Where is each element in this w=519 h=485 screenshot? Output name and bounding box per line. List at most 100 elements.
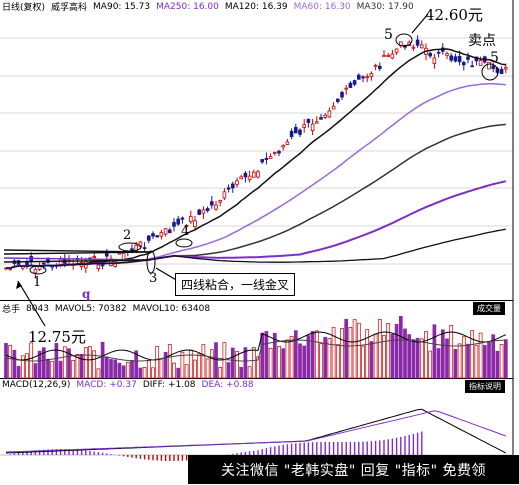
- volume-bar: [214, 342, 218, 379]
- marker-3: 3: [149, 271, 158, 286]
- ma30-label: MA30: 17.90: [356, 1, 414, 12]
- candlestick: [390, 53, 395, 59]
- volume-bar: [230, 347, 235, 379]
- chart-period-label[interactable]: 日线(复权): [2, 3, 46, 13]
- volume-bar: [445, 338, 449, 379]
- candlestick: [310, 123, 315, 131]
- diff-value: DIFF: +1.08: [142, 380, 196, 390]
- candlestick: [323, 114, 327, 118]
- volume-bar: [226, 362, 231, 379]
- volume-bar: [100, 341, 105, 379]
- volume-bar: [407, 334, 412, 379]
- candlestick: [335, 98, 340, 102]
- marker-3-circle: [146, 250, 156, 274]
- ma90-line: [5, 228, 506, 269]
- volume-bar: [88, 346, 92, 379]
- candlestick: [348, 82, 353, 88]
- high-price-annotation: 42.60元: [425, 6, 483, 24]
- price-header: 日线(复权) 威孚高科 MA90: 15.73 MA250: 16.00 MA1…: [2, 0, 414, 14]
- volume-bar: [470, 330, 475, 379]
- candlestick: [461, 61, 466, 66]
- volume-bar: [352, 319, 357, 379]
- candlestick: [58, 258, 63, 266]
- volume-bar: [264, 331, 269, 379]
- volume-bar: [33, 363, 38, 379]
- candlestick: [352, 80, 357, 85]
- marker-1-circle: [29, 265, 47, 275]
- candlestick: [365, 76, 369, 79]
- volume-bar: [218, 366, 223, 379]
- volume-bar: [306, 335, 311, 379]
- volume-bar: [205, 358, 210, 379]
- volume-bar: [260, 332, 265, 379]
- indicator-help-button[interactable]: 指标说明: [465, 380, 505, 393]
- volume-bar: [461, 336, 466, 379]
- candlestick: [113, 263, 118, 267]
- candlestick: [117, 252, 122, 255]
- candlestick: [247, 175, 252, 181]
- volume-indicator-button[interactable]: 成交量: [473, 302, 505, 315]
- marker-5-peak: 5: [384, 27, 393, 43]
- volume-bar: [96, 368, 101, 379]
- volume-bar: [142, 366, 147, 379]
- candlestick: [499, 68, 504, 75]
- dea-value: DEA: +0.88: [201, 380, 254, 390]
- volume-bar: [12, 349, 17, 379]
- ma250-line: [5, 180, 507, 270]
- candlestick: [386, 54, 390, 57]
- volume-bar: [75, 354, 80, 379]
- ma60-label: MA60: 16.30: [293, 1, 351, 12]
- candlestick: [419, 44, 424, 49]
- mavol10-line: [5, 339, 506, 362]
- candlestick: [142, 247, 147, 249]
- candlestick: [205, 208, 210, 212]
- ma90-label: MA90: 15.73: [93, 1, 151, 12]
- ma60-line: [5, 83, 506, 269]
- candlestick: [243, 172, 248, 178]
- volume-bar: [335, 344, 340, 379]
- volume-bar: [457, 343, 462, 379]
- volume-bar: [79, 353, 84, 379]
- stock-name: 威孚高科: [51, 3, 88, 13]
- candlestick: [230, 183, 235, 189]
- candlestick: [180, 217, 185, 220]
- candlestick: [218, 200, 223, 203]
- volume-bar: [424, 331, 428, 379]
- volume-bar: [71, 359, 76, 379]
- marker-4-circle: [175, 238, 193, 248]
- volume-bar: [193, 359, 197, 379]
- volume-bar: [243, 347, 248, 379]
- candlestick: [176, 218, 181, 225]
- volume-bar: [180, 351, 185, 379]
- candlestick: [188, 216, 193, 223]
- candlestick: [449, 55, 453, 61]
- volume-bar: [37, 350, 42, 379]
- volume-bar: [247, 366, 252, 379]
- mavol5-label: MAVOL5: 70382: [54, 303, 127, 314]
- marker-5-sell-circle: [481, 63, 499, 81]
- volume-bar: [239, 366, 244, 379]
- volume-bar: [272, 332, 277, 379]
- volume-bar: [25, 353, 29, 379]
- volume-bar: [466, 343, 470, 379]
- volume-bar: [201, 344, 206, 379]
- volume-bar: [314, 330, 319, 379]
- volume-bar: [382, 335, 386, 379]
- candlestick: [272, 152, 277, 154]
- candlestick: [331, 105, 336, 110]
- candlestick: [356, 74, 361, 80]
- volume-bar: [188, 349, 193, 379]
- candlestick: [487, 61, 491, 70]
- candlestick: [436, 51, 441, 54]
- volume-bar: [344, 318, 349, 379]
- candlestick: [33, 269, 38, 274]
- candlestick: [415, 39, 420, 46]
- candlestick: [16, 260, 21, 265]
- candlestick: [197, 209, 202, 215]
- candlestick: [209, 201, 214, 206]
- candlestick: [151, 233, 155, 237]
- candlestick: [327, 110, 332, 118]
- candlestick: [285, 141, 290, 145]
- watermark-banner: 关注微信 "老韩实盘" 回复 "指标" 免费领: [188, 455, 519, 484]
- volume-bar: [277, 345, 281, 379]
